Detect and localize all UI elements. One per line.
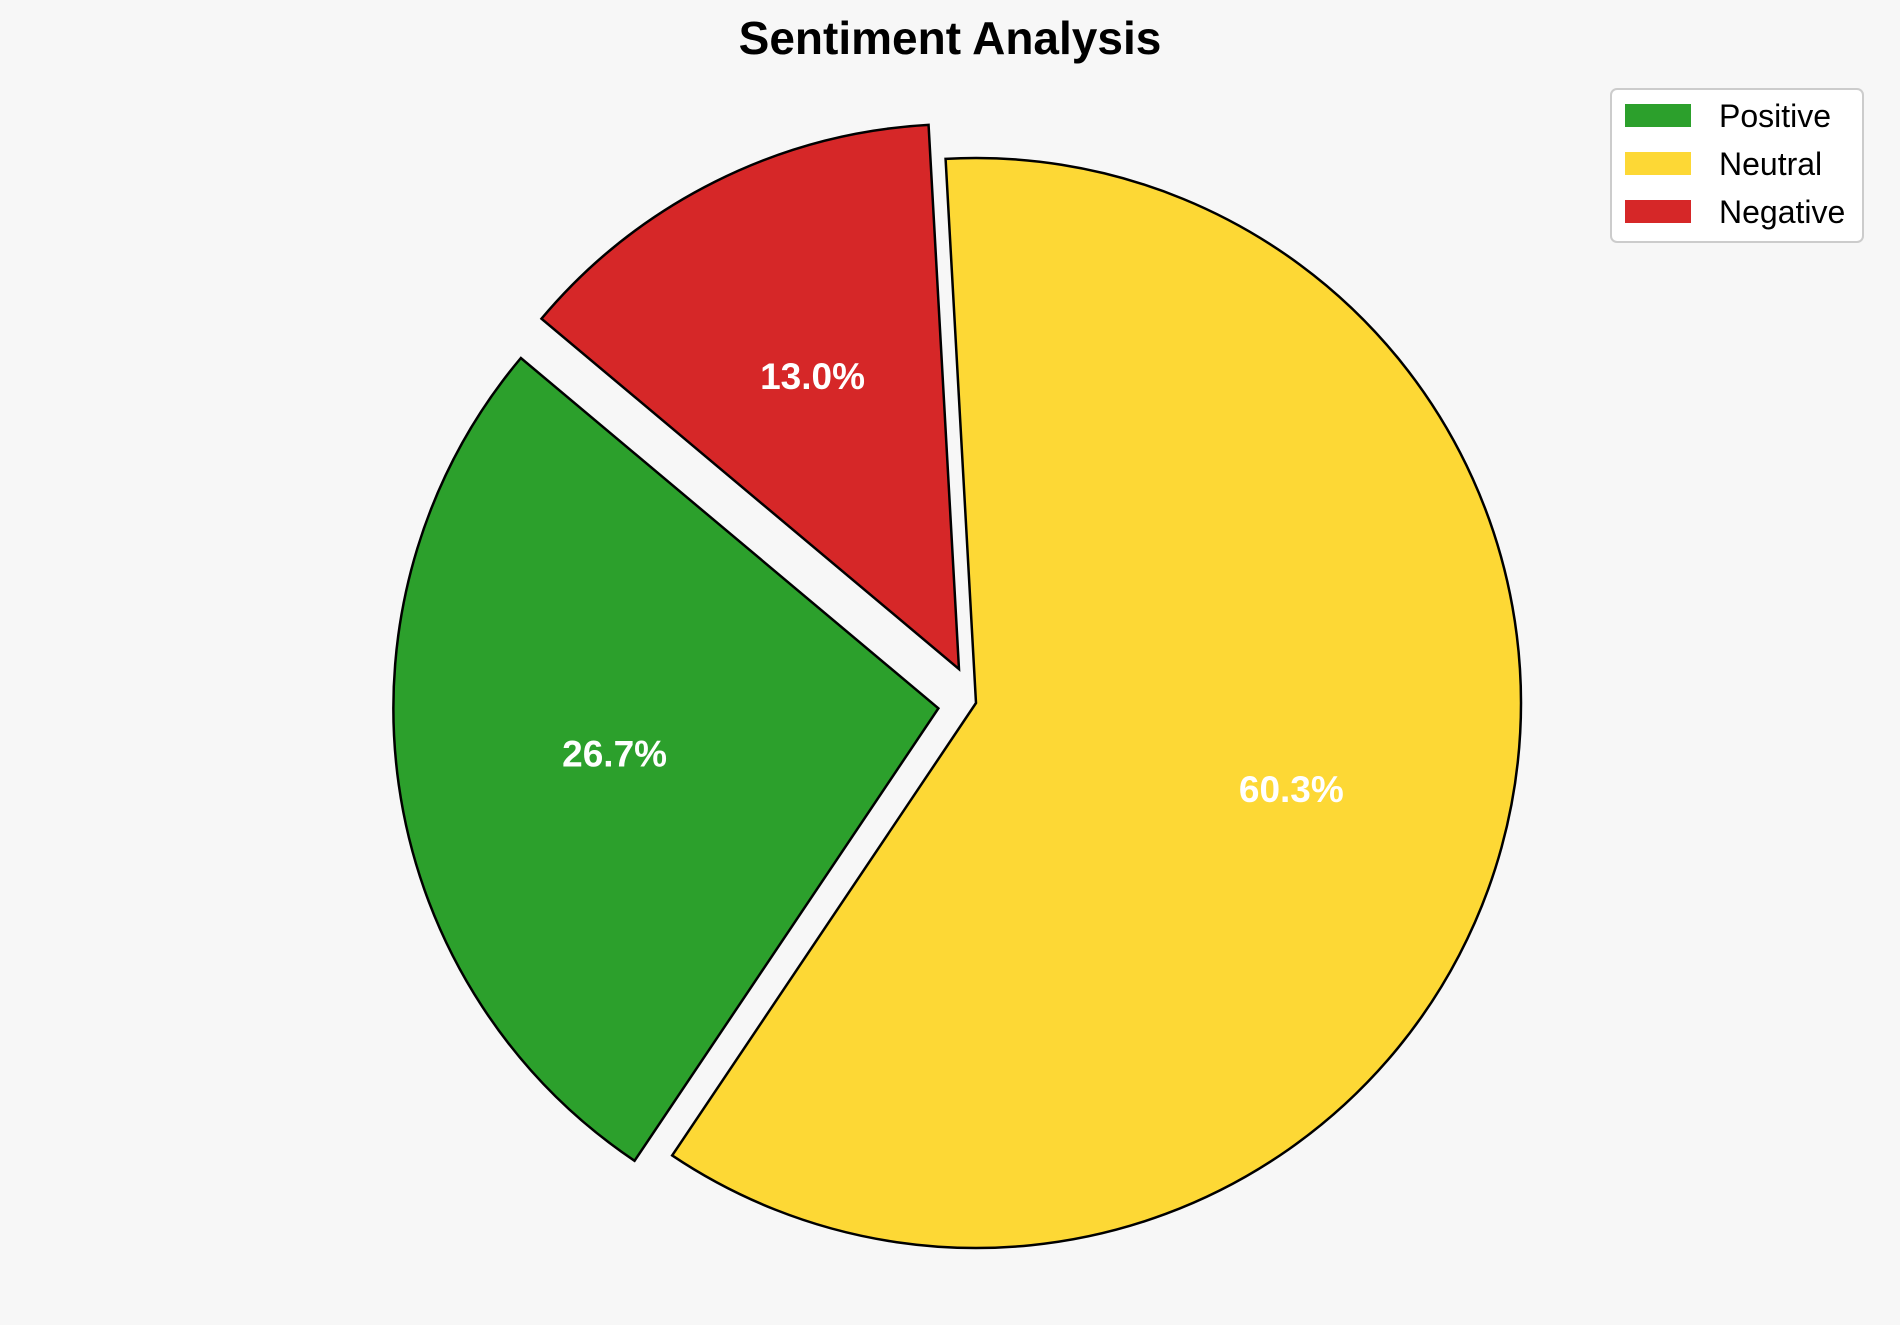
pie-slice-labels: 26.7% 60.3% 13.0%	[562, 356, 1344, 810]
legend-label-negative: Negative	[1719, 194, 1845, 230]
legend-item-negative: Negative	[1625, 194, 1845, 230]
legend: Positive Neutral Negative	[1610, 88, 1864, 243]
pie-slice-negative	[539, 123, 961, 672]
slice-label-negative: 13.0%	[760, 356, 865, 397]
legend-item-positive: Positive	[1625, 98, 1831, 134]
pie-slices	[392, 123, 1523, 1250]
legend-swatch-neutral	[1625, 152, 1691, 175]
legend-swatch-positive	[1625, 104, 1691, 127]
legend-label-positive: Positive	[1719, 98, 1831, 134]
slice-label-positive: 26.7%	[562, 734, 667, 775]
chart-title: Sentiment Analysis	[739, 12, 1162, 64]
legend-swatch-negative	[1625, 200, 1691, 223]
slice-label-neutral: 60.3%	[1239, 769, 1344, 810]
pie-slice-neutral	[670, 156, 1523, 1250]
legend-items: Positive Neutral Negative	[1625, 98, 1845, 230]
pie-slice-positive	[392, 356, 941, 1163]
legend-item-neutral: Neutral	[1625, 146, 1822, 182]
legend-label-neutral: Neutral	[1719, 146, 1822, 182]
